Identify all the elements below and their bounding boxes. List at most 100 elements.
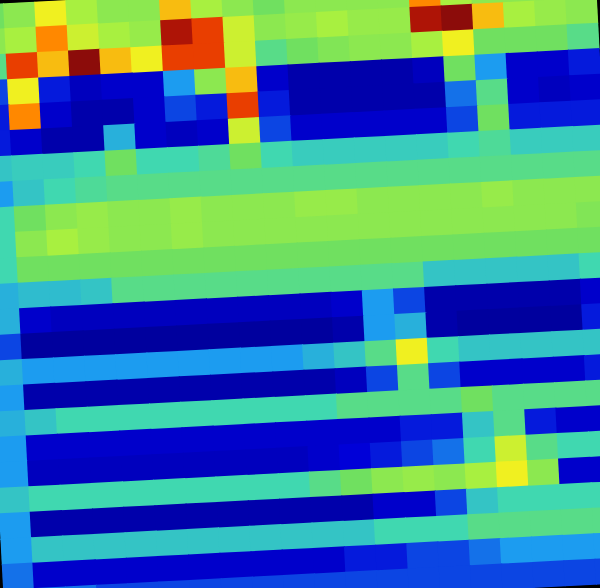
heatmap-cell bbox=[173, 273, 207, 301]
heatmap-cell bbox=[424, 285, 458, 313]
heatmap-cell bbox=[547, 253, 581, 281]
heatmap-cell bbox=[180, 400, 214, 428]
heatmap-cell bbox=[362, 289, 396, 317]
heatmap-cell bbox=[271, 344, 305, 372]
heatmap-cell bbox=[329, 265, 363, 293]
heatmap-cell bbox=[588, 430, 600, 458]
heatmap-cell bbox=[27, 459, 61, 487]
heatmap-cell bbox=[175, 298, 209, 326]
heatmap-cell bbox=[585, 379, 600, 407]
heatmap-cell bbox=[263, 192, 297, 220]
heatmap-cell bbox=[69, 74, 103, 102]
heatmap-cell bbox=[341, 494, 375, 522]
heatmap-cell bbox=[42, 152, 76, 180]
heatmap-cell bbox=[221, 577, 255, 588]
heatmap-cell bbox=[485, 257, 519, 285]
heatmap-cell bbox=[31, 536, 65, 564]
heatmap-cell bbox=[463, 436, 497, 464]
heatmap-cell bbox=[0, 257, 19, 285]
heatmap-cell bbox=[465, 462, 499, 490]
heatmap-cell bbox=[96, 583, 130, 588]
heatmap-cell bbox=[480, 155, 514, 183]
heatmap-cell bbox=[294, 190, 328, 218]
heatmap-cell bbox=[30, 510, 64, 538]
heatmap-cell bbox=[0, 206, 16, 234]
heatmap-cell bbox=[340, 468, 374, 496]
heatmap-cell bbox=[73, 151, 107, 179]
heatmap-cell bbox=[580, 277, 600, 305]
heatmap-cell bbox=[316, 10, 350, 38]
heatmap-cell bbox=[134, 122, 168, 150]
heatmap-cell bbox=[543, 177, 577, 205]
heatmap-cell bbox=[425, 311, 459, 339]
heatmap-cell bbox=[18, 281, 52, 309]
heatmap-cell bbox=[368, 416, 402, 444]
heatmap-cell bbox=[226, 92, 260, 120]
heatmap-cell bbox=[229, 142, 263, 170]
heatmap-cell bbox=[285, 12, 319, 40]
heatmap-cell bbox=[129, 20, 163, 48]
heatmap-cell bbox=[542, 152, 576, 180]
heatmap-cell bbox=[392, 261, 426, 289]
heatmap-cell bbox=[119, 429, 153, 457]
heatmap-cell bbox=[60, 483, 94, 511]
heatmap-cell bbox=[337, 417, 371, 445]
heatmap-cell bbox=[84, 354, 118, 382]
heatmap-cell bbox=[531, 535, 565, 563]
heatmap-cell bbox=[109, 225, 143, 253]
heatmap-cell bbox=[1, 563, 35, 588]
heatmap-cell bbox=[572, 124, 600, 152]
heatmap-cell bbox=[506, 51, 540, 79]
heatmap-cell bbox=[45, 203, 79, 231]
heatmap-cell bbox=[160, 18, 194, 46]
heatmap-cell bbox=[567, 23, 600, 51]
heatmap-cell bbox=[279, 497, 313, 525]
heatmap-cell bbox=[248, 499, 282, 527]
heatmap-cell bbox=[256, 64, 290, 92]
heatmap-cell bbox=[26, 434, 60, 462]
heatmap-cell bbox=[244, 422, 278, 450]
heatmap-cell bbox=[4, 27, 38, 55]
heatmap-cell bbox=[0, 435, 28, 463]
heatmap-cell bbox=[282, 548, 316, 576]
heatmap-cell bbox=[189, 578, 223, 588]
heatmap-cell bbox=[267, 268, 301, 296]
heatmap-cell bbox=[355, 161, 389, 189]
heatmap-cell bbox=[320, 87, 354, 115]
heatmap-cell bbox=[356, 187, 390, 215]
heatmap-cell bbox=[558, 457, 592, 485]
heatmap-cell bbox=[476, 78, 510, 106]
heatmap-cell bbox=[280, 522, 314, 550]
heatmap-cell bbox=[164, 95, 198, 123]
heatmap-cell bbox=[250, 550, 284, 578]
heatmap-cell bbox=[568, 48, 600, 76]
heatmap-cell bbox=[183, 451, 217, 479]
chart bbox=[0, 0, 600, 588]
heatmap-cell bbox=[295, 215, 329, 243]
heatmap-cell bbox=[539, 101, 573, 129]
heatmap-cell bbox=[81, 303, 115, 331]
heatmap-cell bbox=[283, 573, 317, 588]
heatmap-cell bbox=[496, 460, 530, 488]
heatmap-cell bbox=[439, 565, 473, 588]
heatmap-cell bbox=[493, 409, 527, 437]
heatmap-cell bbox=[138, 198, 172, 226]
heatmap-cell bbox=[194, 68, 228, 96]
heatmap-cell bbox=[114, 327, 148, 355]
heatmap-cell bbox=[130, 46, 164, 74]
heatmap-cell bbox=[0, 537, 33, 565]
heatmap-cell bbox=[345, 570, 379, 588]
heatmap-cell bbox=[584, 353, 600, 381]
heatmap-cell bbox=[264, 217, 298, 245]
heatmap-cell bbox=[113, 302, 147, 330]
heatmap-cell bbox=[459, 360, 493, 388]
heatmap-cell bbox=[374, 518, 408, 546]
heatmap-cell bbox=[381, 58, 415, 86]
heatmap-cell bbox=[358, 212, 392, 240]
heatmap-cell bbox=[0, 232, 17, 260]
heatmap-cell bbox=[52, 330, 86, 358]
heatmap-cell bbox=[214, 449, 248, 477]
heatmap-cell bbox=[12, 179, 46, 207]
heatmap-cell bbox=[154, 504, 188, 532]
heatmap-cell bbox=[441, 4, 475, 32]
